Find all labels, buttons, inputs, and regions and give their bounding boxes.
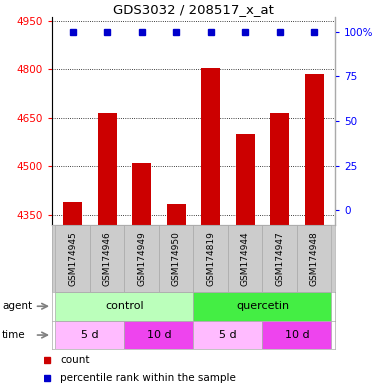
Bar — [270, 113, 289, 225]
Bar — [305, 74, 324, 225]
Text: GSM174949: GSM174949 — [137, 231, 146, 286]
Bar — [194, 321, 263, 349]
Text: 10 d: 10 d — [285, 330, 309, 340]
Bar — [55, 225, 90, 292]
Bar — [263, 225, 297, 292]
Text: agent: agent — [2, 301, 32, 311]
Bar — [55, 292, 194, 321]
Text: GSM174948: GSM174948 — [310, 231, 319, 286]
Bar — [194, 225, 228, 292]
Bar — [55, 321, 124, 349]
Bar — [98, 113, 117, 225]
Title: GDS3032 / 208517_x_at: GDS3032 / 208517_x_at — [113, 3, 274, 16]
Bar — [63, 202, 82, 225]
Text: GSM174946: GSM174946 — [103, 231, 112, 286]
Text: quercetin: quercetin — [236, 301, 289, 311]
Bar — [159, 225, 193, 292]
Text: 5 d: 5 d — [219, 330, 237, 340]
Text: 10 d: 10 d — [147, 330, 171, 340]
Bar — [228, 225, 263, 292]
Bar — [236, 134, 255, 225]
Text: time: time — [2, 330, 25, 340]
Text: GSM174819: GSM174819 — [206, 231, 215, 286]
Bar — [201, 68, 220, 225]
Text: 5 d: 5 d — [81, 330, 99, 340]
Text: GSM174945: GSM174945 — [68, 231, 77, 286]
Bar — [263, 321, 331, 349]
Bar — [90, 225, 124, 292]
Bar — [167, 204, 186, 225]
Bar — [297, 225, 331, 292]
Text: GSM174950: GSM174950 — [172, 231, 181, 286]
Bar — [124, 321, 194, 349]
Text: control: control — [105, 301, 144, 311]
Text: count: count — [60, 355, 90, 365]
Text: GSM174944: GSM174944 — [241, 231, 250, 286]
Bar — [132, 163, 151, 225]
Bar — [194, 292, 331, 321]
Text: percentile rank within the sample: percentile rank within the sample — [60, 373, 236, 383]
Bar — [124, 225, 159, 292]
Text: GSM174947: GSM174947 — [275, 231, 284, 286]
